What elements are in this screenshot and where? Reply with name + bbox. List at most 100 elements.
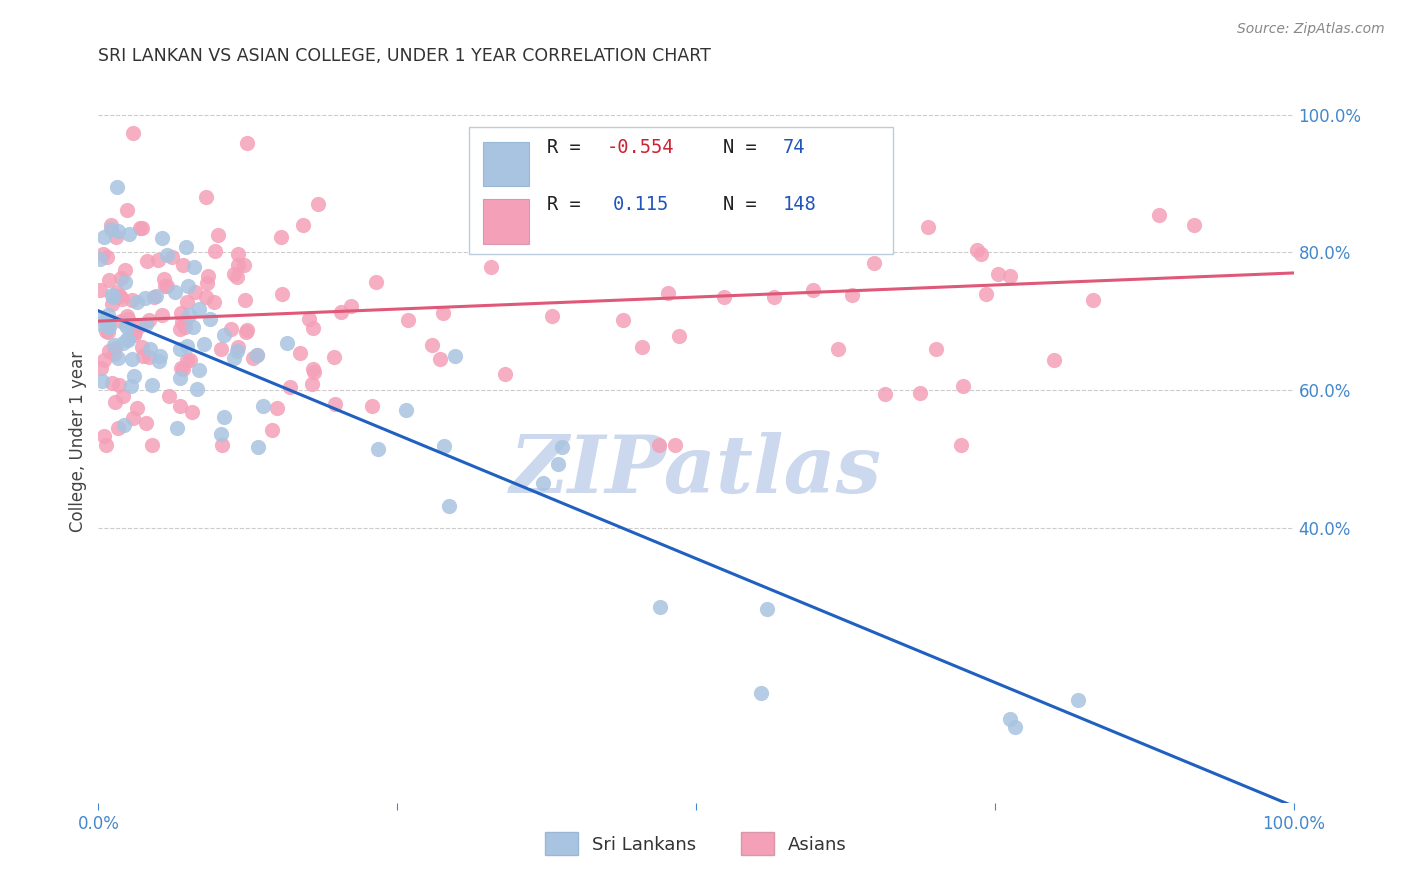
Point [276, 336, 298, 351]
Point [135, 416, 157, 430]
Point [169, 399, 191, 413]
Point [925, 343, 948, 357]
Point [129, 221, 152, 235]
Point [107, 420, 129, 434]
Point [121, 293, 143, 307]
Text: Source: ZipAtlas.com: Source: ZipAtlas.com [1237, 22, 1385, 37]
Bar [484, 142, 529, 186]
Point [439, 499, 461, 513]
Point [176, 339, 198, 353]
Point [139, 342, 162, 356]
Point [91, 247, 114, 261]
Point [101, 376, 124, 390]
Point [104, 395, 127, 409]
Point [200, 312, 222, 326]
Point [551, 440, 574, 454]
Point [105, 229, 128, 244]
Point [98, 272, 121, 286]
Point [141, 378, 163, 392]
Point [114, 263, 136, 277]
Point [105, 285, 128, 299]
Point [125, 295, 148, 310]
Point [160, 250, 183, 264]
Point [163, 285, 186, 299]
Point [307, 196, 329, 211]
Point [115, 309, 138, 323]
Point [115, 203, 138, 218]
Point [917, 220, 939, 235]
Point [120, 378, 142, 392]
Point [360, 399, 382, 413]
Point [222, 351, 245, 365]
Point [998, 712, 1021, 726]
Point [756, 602, 779, 616]
Point [565, 165, 588, 179]
Text: 0.115: 0.115 [613, 195, 669, 214]
Point [432, 306, 454, 320]
Point [89, 252, 111, 266]
Point [110, 271, 132, 285]
Text: R =: R = [547, 138, 592, 157]
Point [212, 409, 235, 424]
Text: -0.554: -0.554 [606, 138, 673, 157]
Point [612, 313, 634, 327]
Point [122, 327, 145, 342]
Point [138, 351, 160, 365]
Point [302, 362, 325, 376]
Point [664, 175, 686, 189]
Point [340, 299, 363, 313]
Point [183, 260, 205, 274]
Point [1004, 720, 1026, 734]
Point [214, 327, 236, 342]
Point [142, 290, 165, 304]
Point [298, 312, 321, 326]
Point [648, 438, 671, 452]
Point [211, 438, 233, 452]
Point [110, 288, 132, 302]
Point [827, 342, 849, 356]
Point [145, 289, 167, 303]
Point [207, 227, 229, 242]
Point [179, 352, 201, 367]
Point [134, 291, 156, 305]
Point [90, 318, 112, 332]
Point [176, 353, 198, 368]
Point [235, 325, 257, 339]
Point [108, 378, 131, 392]
Point [429, 351, 451, 366]
Point [152, 272, 174, 286]
Point [176, 295, 198, 310]
Point [195, 189, 218, 203]
Point [648, 599, 671, 614]
Point [135, 254, 157, 268]
Point [125, 401, 148, 415]
FancyBboxPatch shape [470, 128, 893, 253]
Point [226, 247, 249, 261]
Legend: Sri Lankans, Asians: Sri Lankans, Asians [538, 825, 853, 863]
Point [302, 321, 325, 335]
Point [252, 399, 274, 413]
Point [101, 287, 124, 301]
Point [112, 389, 135, 403]
Point [228, 340, 250, 354]
Point [131, 318, 153, 333]
Point [93, 353, 115, 368]
Point [531, 475, 554, 490]
Point [668, 329, 690, 343]
Point [266, 401, 288, 415]
Point [172, 315, 194, 329]
Point [150, 230, 173, 244]
Point [481, 260, 503, 274]
Point [103, 338, 125, 352]
Point [233, 258, 256, 272]
Point [236, 323, 259, 337]
Point [763, 290, 786, 304]
Point [270, 286, 292, 301]
Point [170, 360, 193, 375]
Point [110, 314, 132, 328]
Point [96, 250, 118, 264]
Text: SRI LANKAN VS ASIAN COLLEGE, UNDER 1 YEAR CORRELATION CHART: SRI LANKAN VS ASIAN COLLEGE, UNDER 1 YEA… [98, 47, 711, 65]
Point [444, 350, 467, 364]
Point [149, 349, 172, 363]
Point [226, 258, 249, 272]
